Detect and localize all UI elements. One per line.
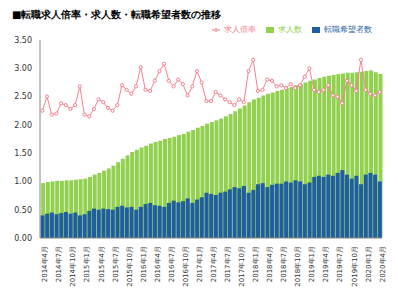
html-text:転職希望者数: 転職希望者数 (324, 25, 372, 34)
svg-text:2018年7月: 2018年7月 (280, 246, 288, 282)
svg-text:2.50: 2.50 (14, 92, 32, 101)
svg-text:2016年4月: 2016年4月 (154, 246, 162, 282)
svg-text:2015年1月: 2015年1月 (83, 246, 91, 282)
svg-text:2014年4月: 2014年4月 (41, 246, 49, 282)
svg-text:2019年10月: 2019年10月 (351, 246, 359, 287)
svg-text:3.50: 3.50 (14, 36, 32, 45)
svg-text:0.00: 0.00 (14, 234, 32, 243)
svg-text:2020年4月: 2020年4月 (379, 246, 387, 282)
svg-text:2019年1月: 2019年1月 (308, 246, 316, 282)
html-text:求人数: 求人数 (278, 25, 302, 34)
svg-text:2015年7月: 2015年7月 (112, 246, 120, 282)
svg-text:2014年7月: 2014年7月 (55, 246, 63, 282)
svg-text:2018年10月: 2018年10月 (294, 246, 302, 287)
svg-text:2017年1月: 2017年1月 (196, 246, 204, 282)
svg-text:2015年4月: 2015年4月 (98, 246, 106, 282)
svg-text:2015年10月: 2015年10月 (126, 246, 134, 287)
svg-text:0.50: 0.50 (14, 206, 32, 215)
svg-text:1.50: 1.50 (14, 149, 32, 158)
svg-text:1.00: 1.00 (14, 177, 32, 186)
svg-text:2017年7月: 2017年7月 (224, 246, 232, 282)
svg-text:2018年1月: 2018年1月 (252, 246, 260, 282)
svg-text:3.00: 3.00 (14, 64, 32, 73)
html-text:■転職求人倍率・求人数・転職希望者数の推移: ■転職求人倍率・求人数・転職希望者数の推移 (12, 9, 222, 20)
html-text:求人倍率: 求人倍率 (224, 25, 256, 34)
svg-text:2017年10月: 2017年10月 (238, 246, 246, 287)
svg-text:2016年1月: 2016年1月 (140, 246, 148, 282)
svg-text:2017年4月: 2017年4月 (210, 246, 218, 282)
svg-text:2014年10月: 2014年10月 (69, 246, 77, 287)
svg-text:2018年4月: 2018年4月 (266, 246, 274, 282)
svg-text:2019年4月: 2019年4月 (322, 246, 330, 282)
svg-text:2016年7月: 2016年7月 (168, 246, 176, 282)
svg-text:2.00: 2.00 (14, 121, 32, 130)
svg-text:2019年7月: 2019年7月 (336, 246, 344, 282)
svg-text:2020年1月: 2020年1月 (365, 246, 373, 282)
svg-text:2016年10月: 2016年10月 (182, 246, 190, 287)
